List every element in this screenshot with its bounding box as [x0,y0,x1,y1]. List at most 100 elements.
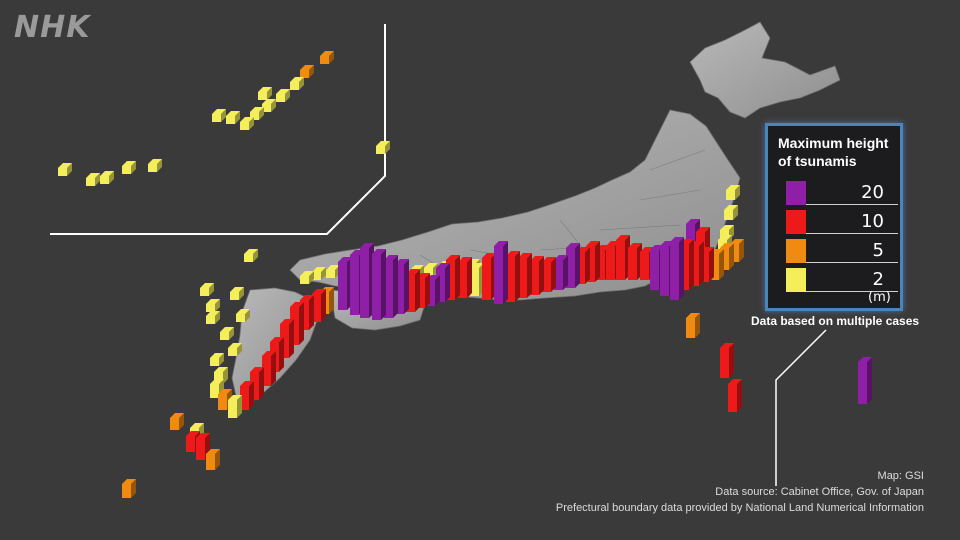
note-callout-line [775,329,827,486]
bar-side [245,309,250,322]
tsunami-bar [290,307,299,345]
bar-side [575,243,580,288]
bar-top [244,249,258,254]
bar-top [312,289,326,294]
inset-border [50,24,386,235]
bar-top [384,255,398,260]
tsunami-bar [210,358,219,366]
bar-side [209,283,214,296]
bar-top [250,107,264,112]
tsunami-bar-group [312,289,326,322]
bar-top [458,257,472,262]
bar-side [253,249,258,262]
tsunami-bar-group [728,379,742,412]
bar-top [542,257,556,262]
bar-top [240,381,254,386]
tsunami-bar-group [122,161,136,174]
bar-side [433,263,438,276]
tsunami-bar [360,248,369,318]
tsunami-bar [300,300,309,330]
tsunami-bar [640,252,649,280]
bar-side [299,77,304,90]
tsunami-bar-group [148,159,162,172]
tsunami-bar [710,254,719,280]
bar-top [58,163,72,168]
bar-side [271,351,276,386]
tsunami-bar [240,122,249,130]
tsunami-bar-group [240,117,254,130]
legend-row-10: 10 [786,210,898,234]
tsunami-bar [506,256,515,302]
tsunami-bar [290,82,299,90]
credit-source: Data source: Cabinet Office, Gov. of Jap… [715,486,924,498]
bar-top [300,295,314,300]
tsunami-bar-group [586,241,600,282]
tsunami-bar [200,288,209,296]
tsunami-bar [326,270,335,278]
bar-side [109,171,114,184]
bar-top [190,423,204,428]
bar-top [728,379,742,384]
bar-top [320,51,334,56]
tsunami-bar [586,246,595,282]
bar-side [527,253,532,298]
legend-swatch-red [786,210,806,234]
bar-top [228,395,242,400]
tsunami-bar-group [250,107,264,120]
bar-side [309,271,314,284]
bar-side [309,65,314,78]
bar-side [679,237,684,300]
legend-swatch-orange [786,239,806,263]
bar-side [503,241,508,304]
tsunami-bar [218,394,227,410]
bar-side [699,241,704,286]
tsunami-bar [148,164,157,172]
bar-side [709,247,714,282]
tsunami-bar [566,248,575,288]
tsunami-bar [250,112,259,120]
bar-top [628,243,642,248]
bar-side [329,287,334,314]
tsunami-bar-group [446,255,460,300]
tsunami-bar [228,400,237,418]
bar-top [258,87,272,92]
tsunami-bar-group [494,241,508,304]
bar-side [285,89,290,102]
bar-top [470,263,484,268]
tsunami-bar [300,70,309,78]
bar-side [695,313,700,338]
legend-panel: Maximum height of tsunamis 20 10 5 2 [765,123,903,311]
bar-top [724,205,738,210]
tsunami-bar-group [300,271,314,284]
bar-side [719,249,724,280]
bar-top [206,311,220,316]
tsunami-bar-group [542,257,556,292]
bar-side [157,159,162,172]
bar-top [326,265,340,270]
tsunami-bar [424,268,433,276]
bar-top [312,267,326,272]
tsunami-bar-group [616,235,630,280]
tsunami-bar-group [530,256,544,295]
tsunami-bar [376,146,385,154]
tsunami-bar-group [730,239,744,262]
tsunami-bar-group [100,171,114,184]
bar-top [218,389,232,394]
bar-top [406,269,420,274]
tsunami-bar [312,272,321,280]
bar-top [360,243,374,248]
tsunami-bar-group [262,351,276,386]
tsunami-bar [240,386,249,410]
bar-top [122,161,136,166]
tsunami-bar [530,261,539,295]
bar-top [506,251,520,256]
bar-side [259,107,264,120]
bar-side [267,87,272,100]
tsunami-bar [100,176,109,184]
tsunami-bar [720,348,729,378]
bar-top [858,357,872,362]
legend-value: 10 [861,211,884,232]
bar-side [237,395,242,418]
tsunami-bar [596,250,605,280]
bar-top [446,255,460,260]
